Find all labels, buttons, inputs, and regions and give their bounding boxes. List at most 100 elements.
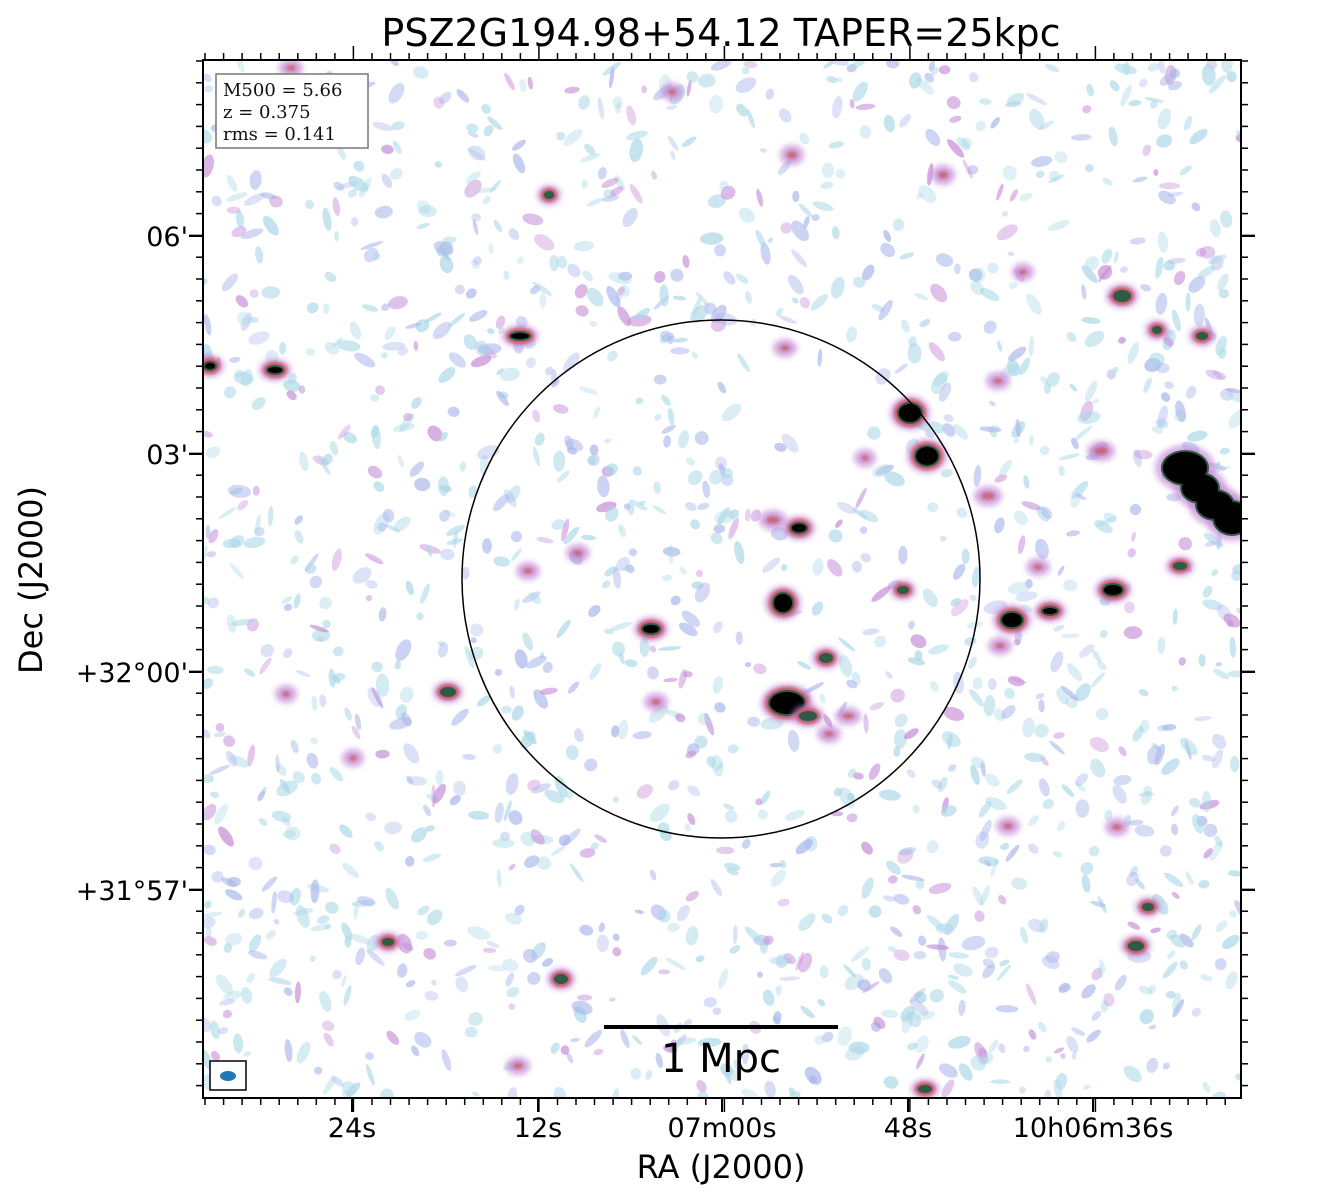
noise-blob	[990, 857, 998, 878]
noise-blob	[439, 485, 452, 492]
noise-blob	[564, 86, 580, 94]
noise-blob	[682, 254, 690, 269]
noise-blob	[649, 869, 657, 881]
noise-blob	[1053, 624, 1065, 632]
noise-blob	[1091, 967, 1103, 981]
noise-blob	[681, 136, 697, 148]
noise-blob	[1219, 447, 1230, 455]
noise-blob	[325, 901, 339, 914]
noise-blob	[670, 150, 676, 160]
noise-blob	[630, 1067, 642, 1080]
noise-blob	[237, 311, 251, 326]
noise-blob	[453, 780, 467, 796]
noise-blob	[470, 623, 484, 637]
noise-blob	[1112, 366, 1119, 373]
noise-blob	[213, 804, 229, 825]
noise-blob	[1009, 189, 1019, 202]
noise-blob	[1202, 1081, 1211, 1093]
noise-blob	[306, 302, 319, 314]
noise-blob	[814, 1035, 825, 1046]
noise-blob	[1081, 284, 1087, 300]
noise-blob	[914, 293, 929, 301]
noise-blob	[628, 499, 648, 511]
noise-blob	[846, 792, 855, 801]
noise-blob	[1212, 749, 1224, 769]
noise-blob	[1050, 651, 1064, 673]
noise-blob	[862, 264, 875, 281]
noise-blob	[946, 96, 961, 110]
noise-blob	[1013, 437, 1019, 444]
noise-blob	[375, 673, 390, 697]
noise-blob	[686, 457, 695, 466]
noise-blob	[1000, 842, 1010, 851]
noise-blob	[857, 979, 871, 992]
noise-blob	[1229, 910, 1237, 918]
radio-source	[974, 486, 1002, 506]
noise-blob	[931, 779, 943, 789]
noise-blob	[468, 1012, 483, 1027]
scale-bar-label: 1 Mpc	[661, 1036, 781, 1082]
noise-blob	[612, 933, 620, 941]
noise-blob	[821, 162, 835, 179]
noise-blob	[832, 95, 843, 119]
noise-blob	[1091, 1010, 1102, 1022]
redshift-label: z = 0.375	[223, 102, 311, 123]
noise-blob	[676, 904, 690, 922]
noise-blob	[723, 862, 741, 871]
noise-blob	[589, 320, 598, 327]
noise-blob	[928, 882, 952, 894]
radio-source	[634, 617, 668, 641]
noise-blob	[1162, 724, 1177, 731]
noise-blob	[618, 285, 630, 297]
noise-blob	[1166, 191, 1184, 197]
noise-blob	[385, 524, 401, 533]
noise-blob	[396, 933, 413, 954]
noise-blob	[685, 502, 697, 511]
noise-blob	[296, 1041, 311, 1064]
noise-blob	[265, 929, 276, 940]
noise-blob	[604, 438, 612, 444]
noise-blob	[466, 123, 479, 133]
noise-blob	[918, 185, 937, 203]
noise-blob	[994, 474, 1008, 483]
noise-blob	[1029, 108, 1045, 130]
r500-circle	[461, 319, 981, 839]
noise-blob	[235, 295, 249, 308]
noise-blob	[1204, 540, 1217, 547]
noise-blob	[727, 744, 739, 754]
noise-blob	[423, 804, 431, 817]
noise-blob	[681, 610, 700, 628]
noise-blob	[716, 846, 735, 855]
noise-blob	[961, 137, 972, 148]
noise-blob	[797, 661, 812, 670]
noise-blob	[565, 791, 574, 800]
noise-blob	[1162, 961, 1178, 979]
noise-blob	[855, 103, 876, 111]
noise-blob	[574, 728, 584, 743]
noise-blob	[522, 591, 541, 603]
noise-blob	[723, 271, 736, 285]
noise-blob	[397, 963, 408, 978]
noise-blob	[837, 1026, 852, 1046]
noise-blob	[878, 968, 893, 984]
noise-blob	[1150, 927, 1161, 934]
noise-blob	[657, 909, 671, 923]
noise-blob	[1133, 449, 1142, 467]
noise-blob	[1001, 705, 1016, 719]
noise-blob	[332, 646, 344, 657]
noise-blob	[712, 1007, 722, 1016]
noise-blob	[432, 783, 446, 804]
noise-blob	[798, 952, 813, 973]
noise-blob	[670, 268, 684, 282]
ra-tick-label: 10h06m36s	[1013, 1113, 1174, 1144]
noise-blob	[697, 712, 711, 726]
noise-blob	[397, 346, 409, 356]
noise-blob	[324, 271, 337, 283]
noise-blob	[826, 60, 849, 66]
noise-blob	[243, 536, 266, 549]
noise-blob	[956, 507, 968, 518]
noise-blob	[240, 228, 264, 239]
noise-blob	[855, 487, 867, 509]
noise-blob	[579, 153, 601, 163]
